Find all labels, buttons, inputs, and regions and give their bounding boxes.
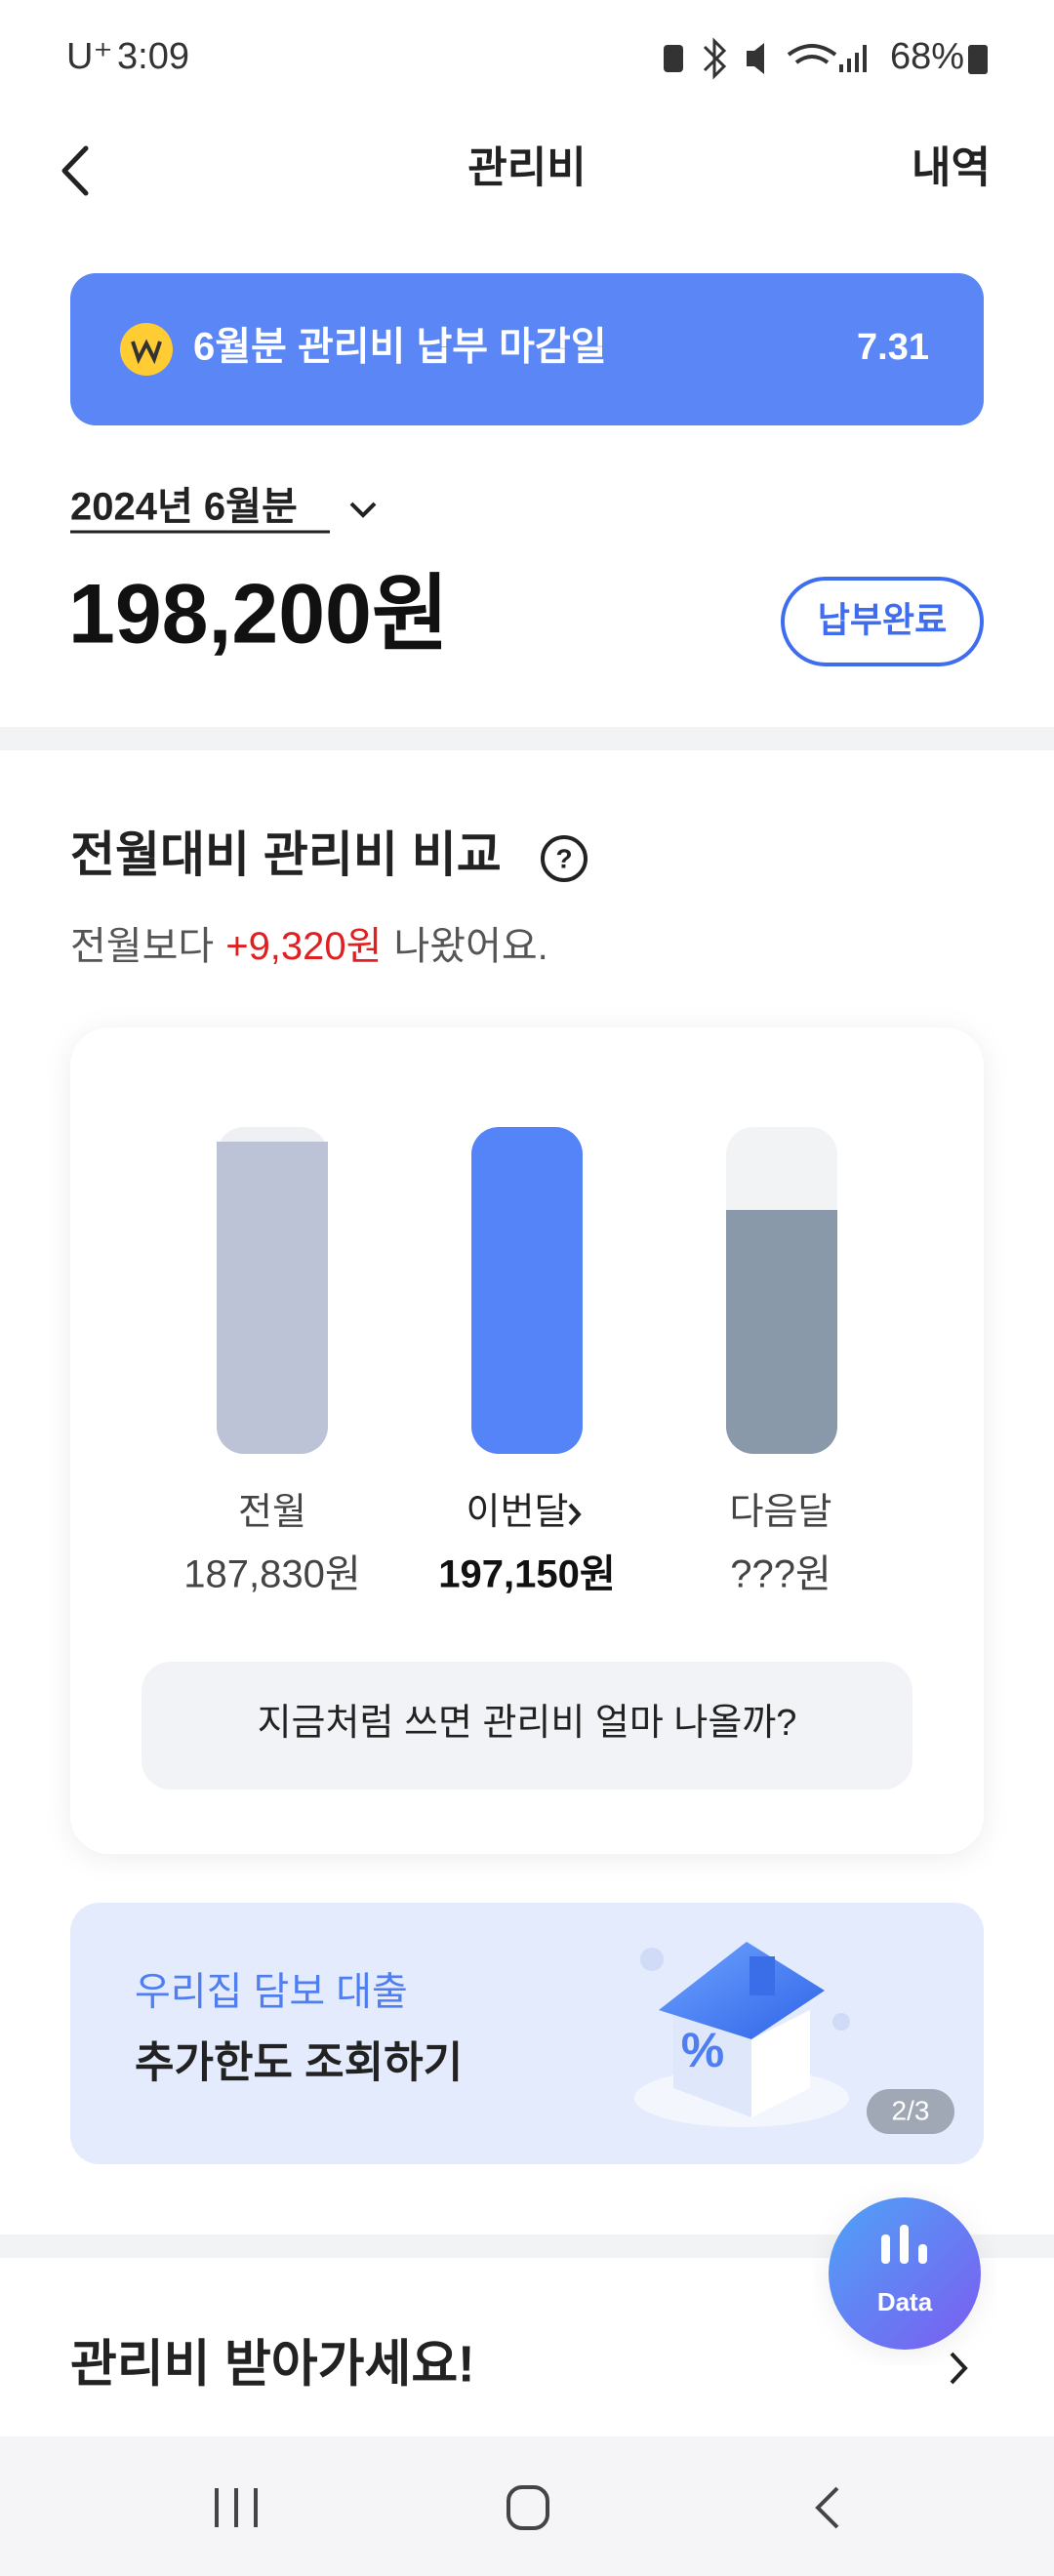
coin-icon bbox=[120, 323, 173, 376]
fab-icon bbox=[881, 2225, 927, 2264]
pager bbox=[867, 2089, 954, 2134]
status-button[interactable] bbox=[781, 577, 984, 666]
section-chevron[interactable] bbox=[950, 2352, 968, 2385]
nav-buttons bbox=[215, 2485, 839, 2530]
item-label: 다음달 bbox=[730, 1492, 832, 1533]
svg-text:%: % bbox=[681, 2023, 724, 2077]
nav-recents[interactable] bbox=[215, 2488, 258, 2527]
summary-diff: +9,320원 bbox=[225, 925, 382, 968]
promo-banner[interactable] bbox=[70, 1903, 984, 2164]
forecast-button[interactable] bbox=[142, 1662, 912, 1790]
bill-period[interactable]: 2024년 6월분 bbox=[70, 486, 298, 529]
summary-prefix: 전월보다 bbox=[70, 925, 214, 968]
forecast-text: 지금처럼 쓰면 관리비 얼마 나올까? bbox=[258, 1703, 797, 1744]
bar-previous bbox=[217, 1142, 328, 1454]
notice-text: 6월분 관리비 납부 마감일 bbox=[193, 326, 607, 369]
period-chevron[interactable] bbox=[349, 502, 377, 518]
help-icon[interactable] bbox=[541, 835, 588, 882]
summary-suffix: 나왔어요. bbox=[393, 925, 547, 968]
nav-home[interactable] bbox=[507, 2485, 549, 2530]
nav-back[interactable] bbox=[815, 2486, 839, 2529]
notice-date: 7.31 bbox=[857, 327, 929, 368]
item-label: 전월 bbox=[238, 1492, 306, 1533]
fab-label: Data bbox=[877, 2287, 933, 2316]
divider bbox=[0, 727, 1054, 750]
promo-subtitle: 우리집 담보 대출 bbox=[135, 1971, 408, 2014]
time: 3:09 bbox=[117, 36, 189, 77]
item-amount: ???원 bbox=[730, 1553, 831, 1596]
notice-banner[interactable] bbox=[70, 273, 984, 425]
status-text: 납부완료 bbox=[818, 600, 947, 640]
bar-next bbox=[726, 1210, 837, 1454]
back-button[interactable] bbox=[61, 145, 89, 196]
help-mark: ? bbox=[555, 843, 572, 873]
comparison-title: 전월대비 관리비 비교 bbox=[70, 827, 502, 882]
carrier: U⁺ bbox=[66, 36, 113, 77]
item-amount: 197,150원 bbox=[438, 1553, 615, 1596]
header-title: 관리비 bbox=[467, 144, 586, 192]
pager-text: 2/3 bbox=[892, 2095, 930, 2125]
battery: 68% bbox=[890, 36, 964, 77]
bill-amount: 198,200원 bbox=[68, 568, 449, 662]
status-icons bbox=[664, 37, 988, 80]
data-fab[interactable] bbox=[829, 2197, 981, 2350]
nav-bar bbox=[0, 2436, 1054, 2576]
history-link[interactable]: 내역 bbox=[912, 144, 991, 192]
comparison-summary: 전월보다 +9,320원 나왔어요. bbox=[70, 925, 548, 968]
item-amount: 187,830원 bbox=[183, 1553, 360, 1596]
bar-current bbox=[471, 1127, 583, 1454]
coin-symbol bbox=[131, 339, 162, 365]
item-label[interactable]: 이번달 bbox=[466, 1492, 569, 1533]
section-title: 관리비 받아가세요! bbox=[70, 2337, 474, 2394]
house-illustration: % bbox=[634, 1942, 850, 2127]
promo-title: 추가한도 조회하기 bbox=[135, 2039, 463, 2087]
item-chevron[interactable] bbox=[568, 1503, 582, 1526]
